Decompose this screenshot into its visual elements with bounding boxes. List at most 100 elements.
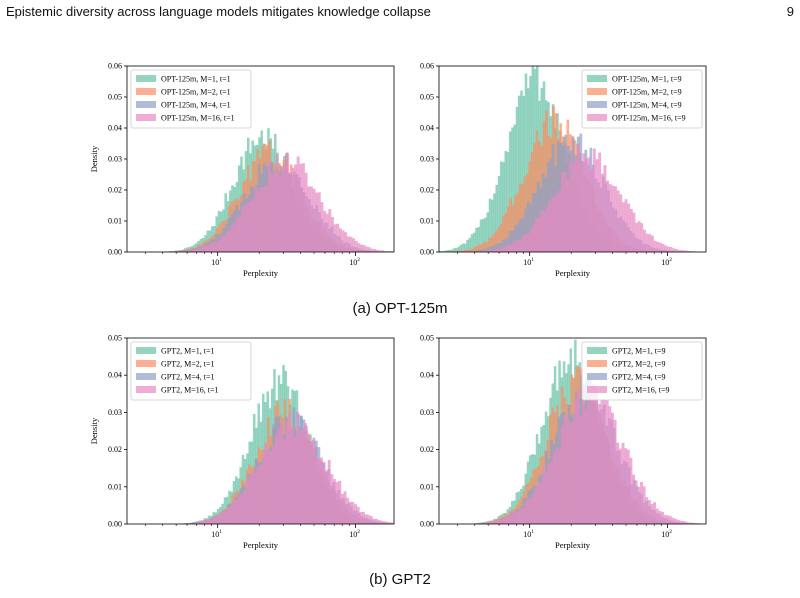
histogram-bar	[513, 241, 517, 252]
histogram-bar	[272, 171, 276, 252]
histogram-bar	[511, 244, 515, 252]
histogram-bar	[540, 210, 544, 252]
histogram-bar	[624, 199, 628, 252]
caption-b: (b) GPT2	[369, 571, 431, 588]
chart-panel-3: 0.00 0.01 0.02 0.03 0.04 0.05 101 102 Perplexity…	[89, 334, 395, 550]
histogram-bar	[677, 249, 681, 252]
histogram-bar	[682, 250, 686, 252]
x-axis-label: Perplexity	[243, 268, 279, 278]
histogram-bar	[375, 518, 379, 524]
histogram-bar	[482, 251, 486, 252]
histogram-bar	[568, 422, 572, 524]
histogram-bar	[450, 249, 453, 252]
histogram-bar	[198, 521, 202, 524]
histogram-bar	[524, 73, 528, 252]
histogram-bar	[275, 154, 279, 252]
histogram-bar	[613, 419, 617, 524]
axes-frame	[126, 337, 395, 525]
histogram-bar	[185, 250, 189, 252]
x-tick-label: 101	[523, 257, 534, 267]
histogram-bar	[491, 245, 495, 252]
y-tick-label: 0.04	[420, 371, 434, 380]
histogram-bar	[301, 427, 305, 524]
histogram-bar	[518, 184, 522, 252]
histogram-bar	[386, 251, 390, 252]
histogram-bar	[666, 246, 670, 252]
histogram-bar	[479, 219, 483, 252]
histogram-bar	[542, 465, 546, 524]
histogram-bar	[505, 516, 509, 524]
histogram-bar	[443, 250, 447, 252]
histogram-bar	[484, 249, 487, 252]
histogram-bar	[552, 452, 556, 524]
axes-frame	[438, 337, 707, 525]
histogram-bar	[243, 489, 247, 524]
histogram-bar	[348, 501, 352, 524]
histogram-bar	[555, 448, 559, 524]
histogram-bar	[537, 217, 541, 252]
histogram-bar	[687, 522, 691, 524]
histogram-bar	[307, 186, 311, 252]
y-tick-label: 0.05	[420, 93, 434, 102]
histogram-bar	[521, 235, 525, 252]
legend-entry: GPT2, M=16, t=1	[161, 386, 218, 395]
histogram-bar	[582, 153, 586, 252]
histogram-bar	[206, 520, 210, 524]
histogram-bar	[302, 163, 305, 252]
histogram-bar	[674, 248, 678, 252]
histogram-bar	[439, 251, 442, 252]
histogram-bar	[319, 457, 323, 524]
histogram-bar	[495, 184, 498, 252]
histogram-bar	[629, 457, 633, 524]
y-tick-label: 0.02	[420, 186, 434, 195]
histogram-bar	[514, 225, 517, 252]
histogram-bar	[581, 385, 585, 524]
y-tick-label: 0.03	[108, 408, 122, 417]
y-tick-label: 0.05	[420, 334, 434, 343]
legend-entry: OPT-125m, M=2, t=9	[612, 88, 682, 97]
y-tick-label: 0.02	[108, 445, 122, 454]
histogram-bar	[290, 426, 294, 524]
histogram-bar	[322, 461, 326, 524]
histogram-bar	[510, 513, 514, 524]
legend-swatch	[136, 360, 156, 367]
histogram-bar	[338, 480, 342, 524]
histogram-bar	[251, 200, 255, 252]
histogram-bar	[352, 238, 356, 252]
histogram-bar	[461, 243, 465, 252]
y-tick-label: 0.01	[108, 217, 122, 226]
histogram-bar	[476, 245, 479, 252]
histogram-bar	[529, 229, 533, 252]
histogram-bar	[256, 466, 260, 524]
histogram-bar	[524, 233, 528, 252]
histogram-bar	[214, 515, 218, 524]
histogram-bar	[632, 212, 636, 252]
histogram-bar	[291, 167, 295, 252]
histogram-bar	[349, 236, 353, 252]
histogram-bar	[587, 157, 591, 252]
histogram-bar	[236, 218, 239, 252]
histogram-bar	[532, 224, 536, 252]
x-tick-label: 101	[211, 257, 222, 267]
histogram-bar	[526, 233, 530, 252]
histogram-bar	[487, 237, 491, 252]
y-tick-label: 0.01	[420, 217, 434, 226]
histogram-bar	[600, 400, 604, 524]
histogram-bar	[513, 512, 517, 524]
y-tick-label: 0.03	[420, 408, 434, 417]
histogram-bar	[621, 202, 625, 252]
histogram-bar	[627, 203, 631, 252]
histogram-bar	[560, 425, 564, 524]
histogram-bar	[616, 442, 620, 524]
histogram-bar	[187, 523, 191, 524]
histogram-bar	[364, 514, 368, 524]
histogram-bar	[267, 161, 271, 252]
histogram-bar	[188, 250, 192, 252]
x-axis-label: Perplexity	[555, 540, 591, 550]
histogram-bar	[328, 209, 332, 252]
histogram-bar	[579, 162, 583, 252]
histogram-bar	[531, 192, 535, 252]
histogram-bar	[288, 412, 292, 524]
histogram-bar	[493, 193, 496, 252]
